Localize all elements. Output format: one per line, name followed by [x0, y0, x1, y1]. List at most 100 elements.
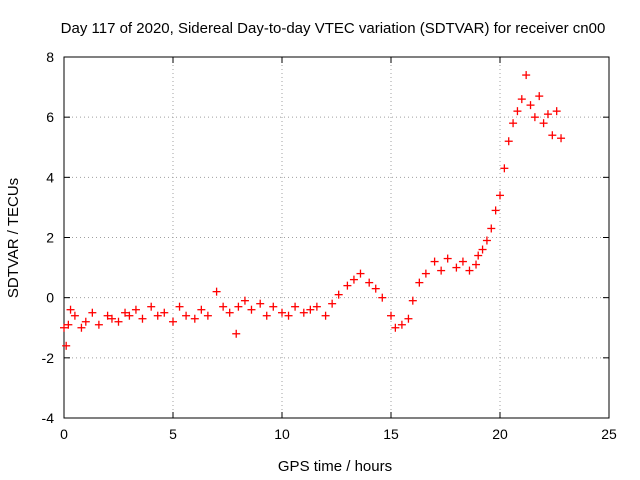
y-tick-label: 2 [46, 230, 54, 246]
data-point [328, 299, 337, 308]
data-point [60, 323, 68, 332]
data-point [278, 308, 286, 317]
data-point [404, 314, 413, 323]
data-point [66, 305, 75, 314]
data-point [262, 311, 271, 320]
data-point [107, 314, 116, 323]
tick-labels: 0 5 10 15 20 25 -4 -2 0 2 4 6 8 [42, 49, 617, 442]
data-point [147, 302, 156, 311]
data-point [535, 92, 544, 101]
data-point [114, 317, 123, 326]
grid [64, 57, 609, 418]
data-point [125, 311, 134, 320]
data-point [487, 224, 496, 233]
data-point [225, 308, 234, 317]
y-tick-label: 8 [46, 49, 54, 65]
data-point [256, 299, 265, 308]
data-point [169, 317, 177, 326]
data-point [443, 254, 452, 263]
data-point [247, 305, 256, 314]
data-point [269, 302, 278, 311]
y-tick-label: 0 [46, 290, 54, 306]
data-point [88, 308, 97, 317]
x-tick-label: 15 [383, 426, 399, 442]
data-point [64, 320, 73, 329]
data-point [219, 302, 228, 311]
data-point [557, 134, 566, 143]
data-point [234, 302, 243, 311]
data-point [81, 317, 90, 326]
data-points [60, 71, 566, 350]
x-tick-label: 0 [60, 426, 68, 442]
data-point [121, 308, 130, 317]
data-point [240, 296, 249, 305]
data-point [212, 287, 221, 296]
data-point [103, 311, 112, 320]
data-point [465, 266, 474, 275]
data-point [458, 257, 467, 266]
data-point [539, 119, 548, 128]
data-point [203, 311, 212, 320]
x-axis-label: GPS time / hours [278, 458, 392, 475]
data-point [391, 323, 400, 332]
data-point [482, 236, 491, 245]
data-point [131, 305, 140, 314]
data-point [138, 314, 147, 323]
data-point [197, 305, 206, 314]
data-point [190, 314, 199, 323]
ticks [63, 56, 610, 419]
data-point [356, 269, 365, 278]
data-point [371, 284, 380, 293]
data-point [478, 245, 487, 254]
data-point [415, 278, 424, 287]
x-tick-label: 10 [274, 426, 290, 442]
y-tick-label: -2 [42, 350, 55, 366]
data-point [175, 302, 184, 311]
data-point [62, 341, 71, 350]
y-tick-label: 6 [46, 109, 54, 125]
data-point [378, 293, 387, 302]
data-point [153, 311, 162, 320]
data-point [291, 302, 300, 311]
data-point [349, 275, 358, 284]
y-tick-label: -4 [42, 410, 55, 426]
data-point [299, 308, 308, 317]
data-point [530, 113, 539, 122]
data-point [548, 131, 557, 140]
data-point [522, 71, 531, 80]
x-tick-label: 25 [601, 426, 617, 442]
data-point [543, 110, 552, 119]
data-point [232, 329, 241, 338]
data-point [284, 311, 293, 320]
y-axis-label: SDTVAR / TECUs [5, 178, 22, 298]
x-tick-label: 5 [169, 426, 177, 442]
data-point [343, 281, 352, 290]
data-point [306, 305, 315, 314]
data-point [182, 311, 191, 320]
data-point [77, 323, 86, 332]
data-point [517, 95, 526, 104]
data-point [552, 107, 561, 116]
y-tick-label: 4 [46, 169, 54, 185]
data-point [526, 101, 535, 110]
data-point [500, 164, 509, 173]
data-point [321, 311, 330, 320]
data-point [509, 119, 518, 128]
data-point [437, 266, 446, 275]
data-point [421, 269, 430, 278]
data-point [397, 320, 406, 329]
data-point [472, 260, 481, 269]
data-point [452, 263, 461, 272]
x-tick-label: 20 [492, 426, 508, 442]
data-point [408, 296, 417, 305]
data-point [70, 311, 79, 320]
data-point [312, 302, 321, 311]
chart-title: Day 117 of 2020, Sidereal Day-to-day VTE… [61, 20, 606, 37]
data-point [430, 257, 439, 266]
data-point [387, 311, 395, 320]
data-point [491, 206, 500, 215]
data-point [94, 320, 103, 329]
data-point [160, 308, 169, 317]
data-point [474, 251, 483, 260]
